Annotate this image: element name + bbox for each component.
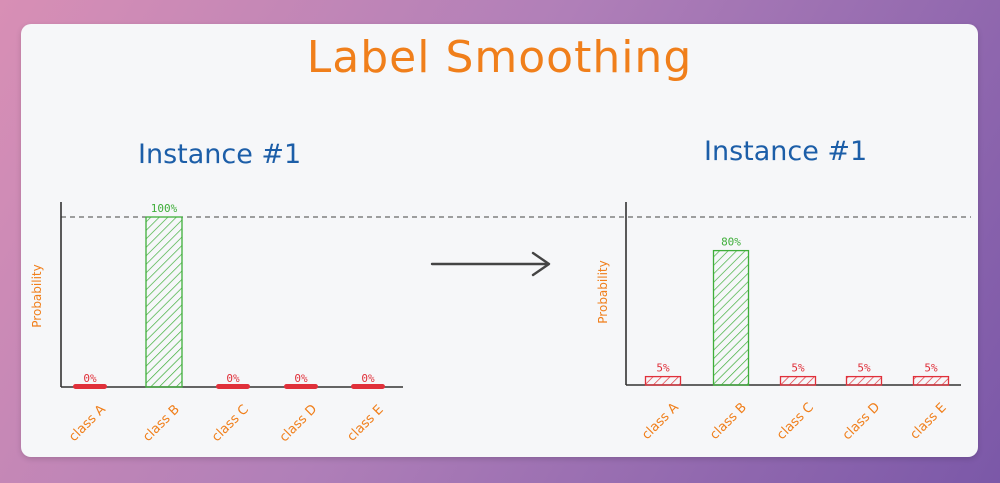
bar-class-e <box>912 375 950 386</box>
bars-right: 5% class A 80% class B 5% class C 5% class D 5% c… <box>639 236 949 444</box>
tick-label: class D <box>840 400 883 443</box>
data-label: 5% <box>791 362 805 375</box>
charts-canvas: Probability Probability 0% class A 100% cla… <box>30 202 971 445</box>
data-label: 80% <box>721 236 741 249</box>
tick-label: class B <box>707 400 750 443</box>
tick-label: class A <box>66 402 109 445</box>
tick-label: class D <box>277 402 320 445</box>
data-label: 5% <box>656 362 670 375</box>
tick-label: class A <box>639 400 682 443</box>
data-label: 0% <box>226 372 240 385</box>
transition-arrow <box>430 251 551 277</box>
data-label: 0% <box>294 372 308 385</box>
tick-label: class E <box>344 402 386 444</box>
bar-class-c <box>779 375 817 386</box>
bar-class-d <box>845 375 883 386</box>
bar-class-a <box>644 375 682 386</box>
chart-title-left: Instance #1 <box>138 139 302 170</box>
data-label: 0% <box>83 372 97 385</box>
bar-class-e <box>351 384 385 389</box>
bar-class-b <box>712 249 750 386</box>
bar-class-c <box>216 384 250 389</box>
bar-class-d <box>284 384 318 389</box>
page-title: Label Smoothing <box>306 32 693 83</box>
data-label: 5% <box>857 362 871 375</box>
tick-label: class C <box>774 400 817 443</box>
y-axis-label-left: Probability <box>30 264 44 327</box>
bar-class-b <box>145 216 183 388</box>
tick-label: class E <box>907 400 949 442</box>
data-label: 100% <box>151 202 178 215</box>
bars-left: 0% class A 100% class B 0% class C 0% class D 0%… <box>66 202 386 445</box>
slide-card: Label Smoothing Instance #1 Instance #1 … <box>21 24 978 457</box>
data-label: 5% <box>924 362 938 375</box>
data-label: 0% <box>361 372 375 385</box>
y-axis-label-right: Probability <box>596 260 610 323</box>
bar-class-a <box>73 384 107 389</box>
chart-title-right: Instance #1 <box>704 136 868 167</box>
tick-label: class B <box>140 402 183 445</box>
tick-label: class C <box>209 402 252 445</box>
